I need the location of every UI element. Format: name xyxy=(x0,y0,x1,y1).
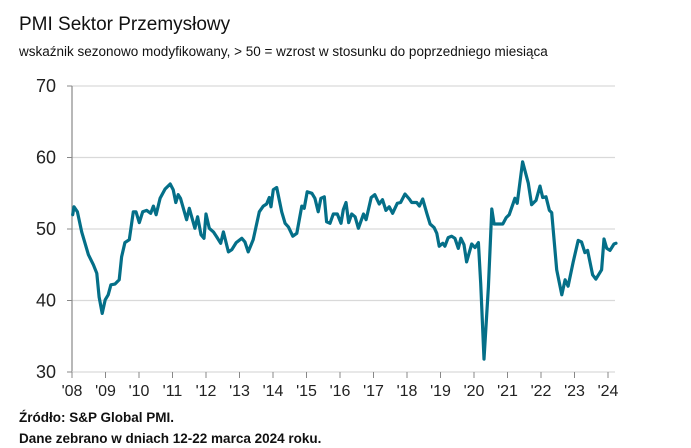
y-tick-label: 50 xyxy=(36,219,56,239)
x-tick-label: '14 xyxy=(263,383,284,400)
x-tick-label: '20 xyxy=(464,383,485,400)
source-note: Źródło: S&P Global PMI. xyxy=(19,410,175,425)
x-tick-label: '16 xyxy=(330,383,351,400)
x-tick-label: '12 xyxy=(196,383,217,400)
chart-subtitle: wskaźnik sezonowo modyfikowany, > 50 = w… xyxy=(19,44,548,59)
x-tick-label: '08 xyxy=(62,383,83,400)
x-tick-label: '21 xyxy=(497,383,518,400)
x-tick-label: '13 xyxy=(229,383,250,400)
y-tick-label: 30 xyxy=(36,362,56,382)
x-tick-label: '22 xyxy=(531,383,552,400)
pmi-series-line xyxy=(71,160,618,361)
x-tick-label: '09 xyxy=(95,383,116,400)
x-tick-label: '19 xyxy=(430,383,451,400)
x-tick-label: '17 xyxy=(363,383,384,400)
y-tick-label: 70 xyxy=(36,76,56,96)
y-tick-label: 60 xyxy=(36,148,56,168)
x-tick-label: '23 xyxy=(564,383,585,400)
data-collection-note: Dane zebrano w dniach 12-22 marca 2024 r… xyxy=(19,431,322,446)
x-tick-label: '10 xyxy=(129,383,150,400)
x-tick-label: '15 xyxy=(296,383,317,400)
chart-title: PMI Sektor Przemysłowy xyxy=(19,14,231,35)
y-tick-label: 40 xyxy=(36,291,56,311)
x-tick-label: '18 xyxy=(397,383,418,400)
x-tick-label: '24 xyxy=(598,383,619,400)
x-tick-label: '11 xyxy=(163,383,183,400)
